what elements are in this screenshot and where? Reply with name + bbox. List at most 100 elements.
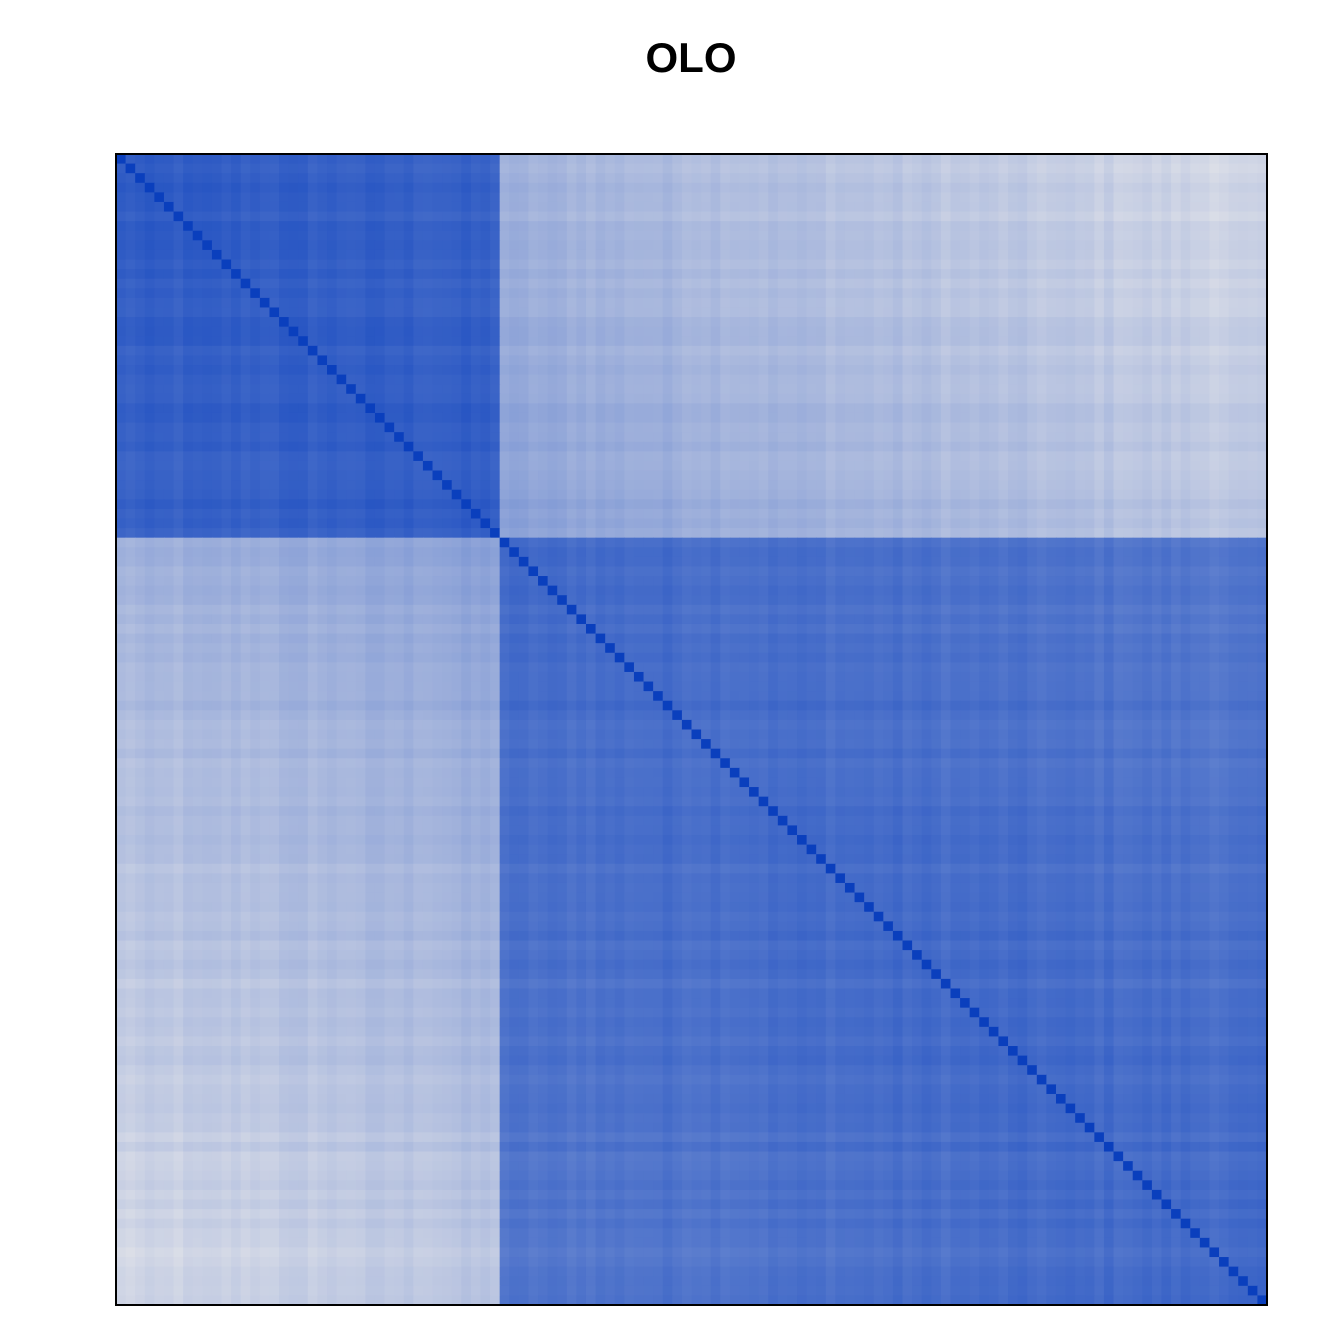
heatmap-cell [231,441,242,452]
heatmap-cell [509,192,520,203]
heatmap-cell [681,259,693,270]
heatmap-cell [288,384,299,395]
heatmap-cell [624,547,635,558]
heatmap-cell [499,432,510,443]
heatmap-cell [231,451,242,462]
heatmap-cell [585,547,597,558]
heatmap-cell [173,278,184,289]
heatmap-cell [1199,240,1211,251]
heatmap-cell [1171,518,1182,529]
heatmap-cell [921,269,932,280]
heatmap-cell [1228,336,1239,347]
heatmap-cell [1017,192,1028,203]
heatmap-cell [557,489,568,500]
heatmap-cell [432,201,443,213]
heatmap-cell [960,441,971,452]
heatmap-cell [1123,451,1134,462]
heatmap-cell [183,374,194,385]
heatmap-cell [1046,307,1057,318]
heatmap-cell [1008,422,1019,433]
heatmap-cell [547,451,558,462]
heatmap-cell [902,221,913,232]
heatmap-cell [662,211,673,222]
heatmap-cell [1247,317,1259,328]
heatmap-cell [394,211,405,222]
heatmap-cell [662,547,673,558]
heatmap-cell [797,355,808,366]
heatmap-cell [691,499,702,510]
heatmap-cell [921,201,932,213]
heatmap-cell [1180,470,1191,481]
heatmap-cell [422,336,434,347]
heatmap-cell [231,345,242,357]
heatmap-cell [1027,518,1038,529]
heatmap-cell [1238,221,1249,232]
heatmap-cell [317,201,328,213]
heatmap-cell [480,269,491,280]
heatmap-cell [163,345,175,357]
heatmap-cell [1228,307,1239,318]
heatmap-cell [1238,365,1249,376]
heatmap-cell [442,201,453,213]
heatmap-cell [940,326,952,337]
heatmap-cell [480,547,491,558]
heatmap-cell [672,547,683,558]
heatmap-cell [365,201,376,213]
heatmap-cell [250,518,261,529]
heatmap-cell [490,182,501,193]
heatmap-cell [403,259,414,270]
heatmap-cell [768,499,779,510]
heatmap-cell [259,240,271,251]
heatmap-cell [365,249,376,261]
heatmap-cell [662,249,673,261]
heatmap-cell [1103,154,1115,165]
heatmap-cell [1036,182,1047,193]
heatmap-cell [1055,489,1067,500]
heatmap-cell [739,163,750,174]
heatmap-cell [240,480,251,491]
heatmap-cell [509,518,520,529]
heatmap-cell [643,470,654,481]
heatmap-cell [844,163,856,174]
heatmap-cell [729,432,741,443]
heatmap-cell [998,278,1009,289]
heatmap-cell [317,278,328,289]
heatmap-cell [528,384,539,395]
heatmap-cell [374,259,386,270]
heatmap-cell [854,163,865,174]
heatmap-cell [739,249,750,261]
heatmap-cell [240,240,251,251]
heatmap-cell [566,460,577,472]
heatmap-cell [864,182,875,193]
heatmap-cell [806,374,817,385]
heatmap-cell [432,547,443,558]
heatmap-cell [921,355,932,366]
heatmap-cell [1094,326,1105,337]
heatmap-cell [912,269,923,280]
heatmap-cell [1055,537,1067,548]
heatmap-cell [835,489,846,500]
heatmap-cell [221,537,232,548]
heatmap-cell [768,163,779,174]
heatmap-cell [154,297,165,309]
heatmap-cell [806,345,817,357]
heatmap-cell [298,403,309,414]
heatmap-cell [499,278,510,289]
heatmap-cell [768,173,779,184]
heatmap-cell [490,211,501,222]
heatmap-cell [1094,317,1105,328]
heatmap-cell [461,412,472,424]
heatmap-cell [384,278,395,289]
heatmap-cell [231,173,242,184]
heatmap-cell [633,508,645,520]
heatmap-cell [490,288,501,299]
heatmap-cell [1123,201,1134,213]
heatmap-cell [844,489,856,500]
heatmap-cell [432,403,443,414]
heatmap-cell [231,163,242,174]
heatmap-cell [384,192,395,203]
heatmap-cell [614,201,625,213]
heatmap-cell [835,508,846,520]
heatmap-cell [701,470,712,481]
heatmap-cell [1123,489,1134,500]
